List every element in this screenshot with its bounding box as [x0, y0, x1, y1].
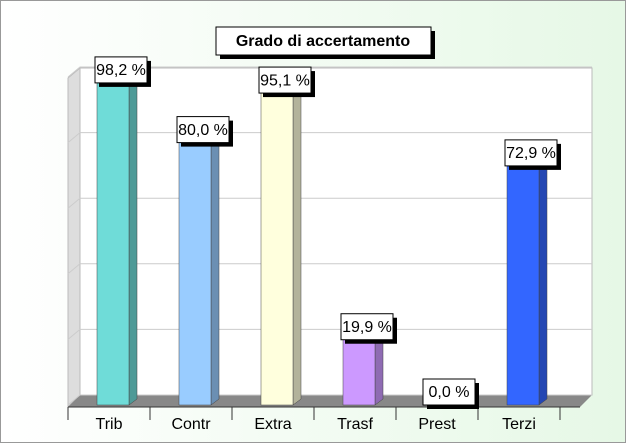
value-label: 0,0 % [429, 384, 470, 401]
x-tick-label: Trib [96, 416, 123, 433]
grid-line [67, 66, 592, 78]
grid-line [67, 197, 592, 209]
value-label-box [94, 56, 148, 84]
value-label: 19,9 % [342, 319, 392, 336]
title-box [215, 26, 432, 56]
value-label-box [176, 116, 230, 144]
chart-title: Grado di accertamento [236, 33, 411, 50]
bar [96, 76, 138, 406]
value-label: 80,0 % [178, 122, 228, 139]
x-tick-label: Prest [418, 416, 456, 433]
bar [178, 136, 220, 406]
value-label: 98,2 % [96, 62, 146, 79]
value-label-box [504, 139, 558, 167]
bar [506, 159, 548, 406]
bar [342, 333, 384, 406]
side-wall [67, 66, 81, 409]
x-tick-label: Trasf [337, 416, 373, 433]
grid-line [67, 132, 592, 143]
grid-line [67, 394, 592, 406]
x-tick-label: Contr [171, 416, 211, 433]
x-tick-label: Terzi [502, 416, 536, 433]
grid-line [67, 263, 592, 275]
value-label-box [340, 313, 394, 341]
value-label-box [422, 378, 476, 406]
x-tick-label: Extra [254, 416, 291, 433]
value-label: 72,9 % [506, 145, 556, 162]
grid-line [67, 328, 592, 340]
value-label-box [258, 66, 312, 94]
value-label: 95,1 % [260, 72, 310, 89]
bar [260, 86, 302, 406]
